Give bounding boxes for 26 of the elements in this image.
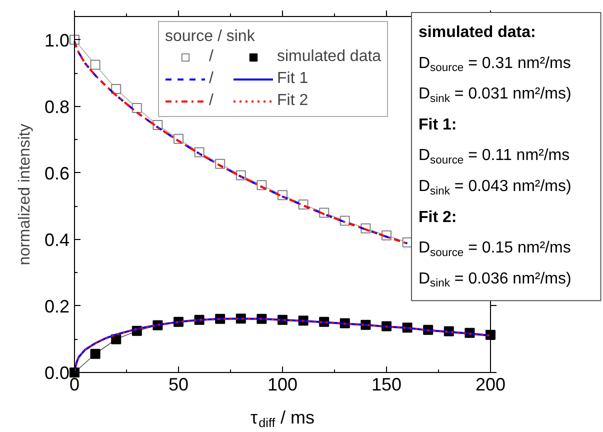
legend-label: / [209, 70, 214, 88]
x-tick-label: 200 [475, 374, 506, 394]
legend-title: source / sink [165, 28, 256, 46]
legend-label: Fit 2 [277, 92, 308, 110]
point [111, 84, 122, 94]
legend-label: / [209, 48, 214, 66]
y-tick-label: 0.2 [44, 296, 70, 316]
y-axis-title: normalized intensity [16, 124, 34, 266]
y-tick-label: 1.0 [44, 30, 70, 50]
annotation: Fit 2: [418, 208, 457, 226]
annotation: simulated data: [418, 24, 536, 41]
legend-label: Fit 1 [277, 70, 308, 88]
x-tick-label: 100 [267, 374, 298, 394]
x-tick-label: 50 [168, 374, 189, 394]
x-tick-label: 0 [69, 374, 80, 394]
point [90, 60, 100, 70]
annotation: Fit 1: [418, 116, 457, 134]
legend-label: simulated data [277, 48, 382, 66]
x-tick-label: 150 [371, 374, 402, 394]
y-tick-label: 0.6 [44, 163, 70, 184]
legend-label: / [209, 92, 214, 110]
y-tick-label: 0.8 [44, 96, 70, 117]
y-tick-label: 0.0 [44, 363, 70, 383]
point [132, 102, 142, 113]
y-tick-label: 0.4 [44, 230, 70, 250]
point [90, 348, 100, 359]
